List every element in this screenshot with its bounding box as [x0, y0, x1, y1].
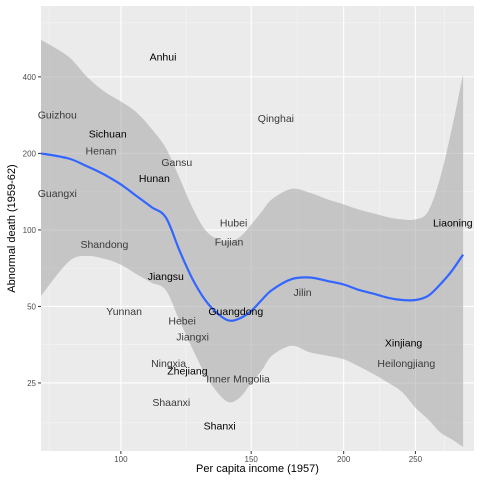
point-label: Shanxi	[204, 421, 236, 433]
point-label: Heilongjiang	[377, 358, 435, 370]
point-label: Gansu	[161, 157, 192, 169]
confidence-ribbon	[41, 39, 464, 447]
y-tick-label: 200	[23, 149, 37, 158]
y-axis: 25 50 100 200 400	[23, 73, 41, 388]
x-tick-label: 150	[245, 455, 259, 464]
y-tick-label: 100	[23, 226, 37, 235]
point-label: Yunnan	[106, 306, 142, 318]
y-axis-title: Abnormal death (1959-62)	[6, 164, 18, 292]
y-tick-label: 400	[23, 73, 37, 82]
point-label: Jilin	[294, 287, 312, 299]
point-label: Hebei	[168, 316, 195, 328]
point-label: Xinjiang	[385, 338, 423, 350]
point-label: Ningxia	[151, 358, 186, 370]
point-label: Henan	[86, 146, 117, 158]
point-label: Zhejiang	[167, 366, 207, 378]
point-label: Guizhou	[38, 109, 77, 121]
x-tick-label: 100	[114, 455, 128, 464]
point-label: Shaanxi	[152, 397, 190, 409]
point-label: Hunan	[139, 173, 170, 185]
x-tick-label: 200	[337, 455, 351, 464]
x-axis: 100 150 200 250	[114, 451, 423, 464]
point-label: Guangdong	[208, 306, 263, 318]
point-label: Hubei	[220, 217, 247, 229]
point-label: Sichuan	[89, 128, 127, 140]
point-label: Shandong	[80, 239, 128, 251]
point-label: Anhui	[150, 52, 177, 64]
point-label: Liaoning	[433, 217, 473, 229]
smooth-line	[40, 152, 465, 322]
y-tick-label: 50	[27, 302, 36, 311]
point-label: Guangxi	[38, 188, 77, 200]
point-label: Jiangxi	[176, 332, 209, 344]
point-label: Jiangsu	[148, 271, 184, 283]
point-labels: Anhui Guizhou Qinghai Sichuan Henan Gansu Huna…	[38, 52, 473, 433]
x-tick-label: 250	[409, 455, 423, 464]
point-label: Fujian	[215, 237, 244, 249]
point-label: Qinghai	[258, 113, 294, 125]
x-axis-title: Per capita income (1957)	[196, 463, 319, 475]
y-tick-label: 25	[27, 379, 36, 388]
point-label: Inner Mngolia	[206, 374, 270, 386]
